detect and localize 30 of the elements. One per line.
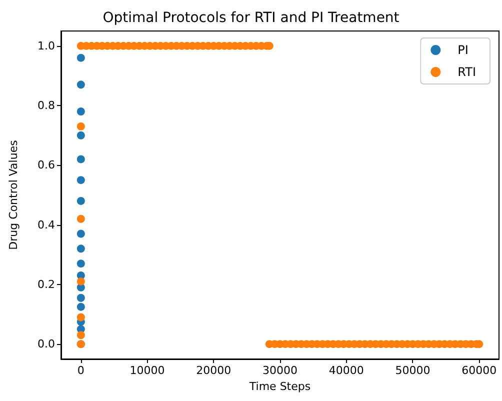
legend-label: PI [458,43,468,57]
point [76,230,85,238]
y-tick-label: 0.0 [38,338,55,351]
point [76,131,85,140]
point [76,155,85,164]
x-tick-label: 10000 [130,364,165,377]
point [76,244,85,253]
chart-title: Optimal Protocols for RTI and PI Treatment [102,10,400,26]
y-tick-label: 0.2 [38,278,55,291]
point [76,176,85,184]
y-tick-label: 0.8 [38,99,55,112]
x-axis-title: Time Steps [248,380,311,393]
legend-label: RTI [458,65,476,79]
y-tick-label: 0.6 [38,158,55,172]
x-tick-label: 50000 [395,364,430,377]
point [76,302,85,311]
y-tick-label: 1.0 [38,39,55,52]
point [76,196,85,205]
x-tick-label: 20000 [196,364,232,377]
y-tick-label: 0.4 [38,218,55,232]
x-tick-label: 0 [77,364,84,377]
point [76,294,85,302]
point [76,260,85,268]
x-tick-label: 30000 [262,364,298,377]
point [76,80,85,89]
x-tick-label: 60000 [462,364,497,377]
point [76,54,85,62]
y-axis-title: Drug Control Values [7,140,20,250]
point [76,108,85,116]
x-tick-label: 40000 [328,364,364,377]
